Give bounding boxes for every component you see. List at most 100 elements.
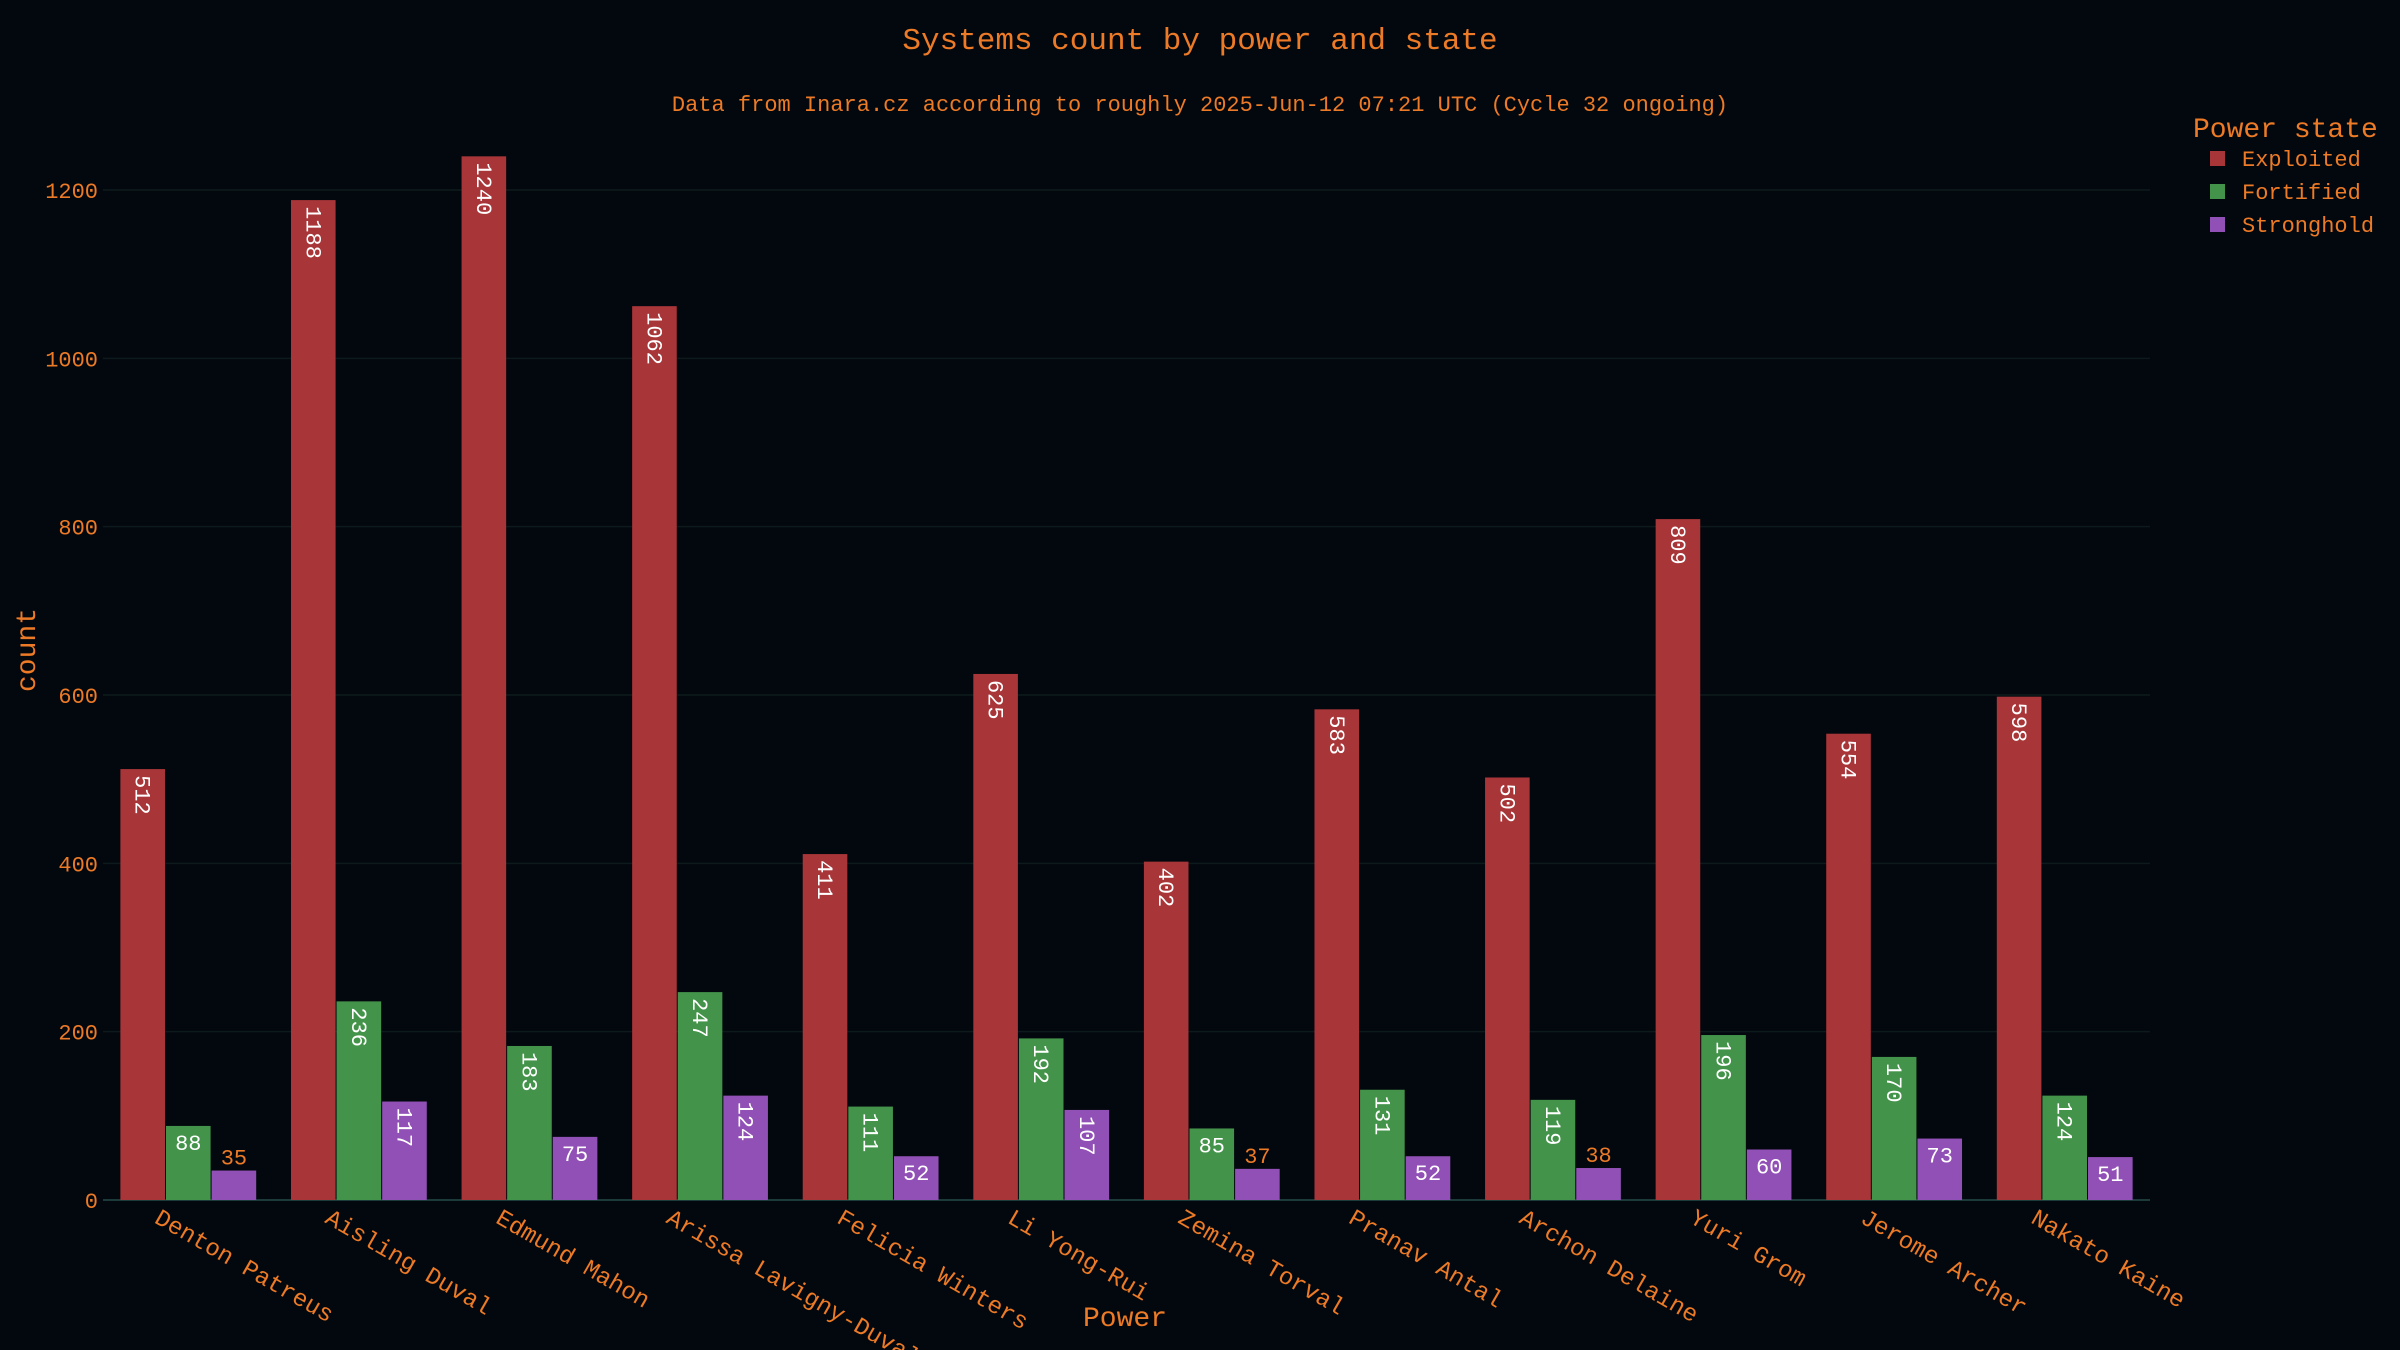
bar-labels: 512 88 35 1188 236 117 1240 183 75 1062 247 124 411 1… bbox=[129, 162, 2124, 1188]
bar-value-label: 1240 bbox=[470, 162, 495, 215]
bar-stronghold[interactable] bbox=[1064, 1109, 1110, 1200]
bar-exploited[interactable] bbox=[632, 306, 677, 1200]
bar-fortified[interactable] bbox=[2042, 1095, 2088, 1200]
bar-value-label: 60 bbox=[1756, 1156, 1782, 1181]
bar-exploited[interactable] bbox=[120, 769, 165, 1200]
y-tick-label: 800 bbox=[58, 517, 98, 542]
bar-stronghold[interactable] bbox=[1235, 1168, 1280, 1200]
bar-fortified[interactable] bbox=[1701, 1035, 1746, 1200]
bar-stronghold[interactable] bbox=[1746, 1149, 1792, 1201]
bar-value-label: 196 bbox=[1710, 1041, 1735, 1081]
bar-fortified[interactable] bbox=[336, 1001, 382, 1200]
bar-value-label: 809 bbox=[1664, 525, 1689, 565]
bar-fortified[interactable] bbox=[1360, 1089, 1405, 1200]
bar-value-label: 75 bbox=[562, 1143, 588, 1168]
bar-value-label: 38 bbox=[1585, 1144, 1611, 1169]
bar-value-label: 183 bbox=[515, 1052, 540, 1092]
x-tick-label: Nakato Kaine bbox=[2026, 1206, 2189, 1316]
bar-stronghold[interactable] bbox=[723, 1095, 768, 1200]
bar-stronghold[interactable] bbox=[211, 1170, 257, 1200]
bar-value-label: 1062 bbox=[640, 312, 665, 365]
x-tick-label: Yuri Grom bbox=[1685, 1206, 1811, 1294]
bar-value-label: 117 bbox=[390, 1108, 415, 1148]
bar-value-label: 111 bbox=[857, 1113, 882, 1153]
bar-stronghold[interactable] bbox=[382, 1101, 427, 1200]
legend-item-exploited[interactable]: Exploited bbox=[2242, 148, 2361, 173]
bar-exploited[interactable] bbox=[802, 854, 848, 1200]
legend-swatch-exploited bbox=[2210, 151, 2225, 166]
legend-swatch-fortified bbox=[2210, 184, 2225, 199]
bar-exploited[interactable] bbox=[1314, 709, 1360, 1200]
bar-fortified[interactable] bbox=[848, 1106, 893, 1200]
x-tick-label: Aisling Duval bbox=[320, 1206, 496, 1323]
bar-stronghold[interactable] bbox=[552, 1136, 598, 1200]
bar-value-label: 85 bbox=[1199, 1134, 1225, 1159]
x-tick-label: Jerome Archer bbox=[1855, 1206, 2031, 1323]
bar-fortified[interactable] bbox=[1871, 1056, 1917, 1200]
bar-value-label: 52 bbox=[1415, 1162, 1441, 1187]
bar-value-label: 1188 bbox=[299, 206, 324, 259]
bar-value-label: 502 bbox=[1493, 783, 1518, 823]
bar-value-label: 170 bbox=[1880, 1063, 1905, 1103]
bar-value-label: 52 bbox=[903, 1162, 929, 1187]
bars bbox=[120, 156, 2133, 1201]
bar-value-label: 512 bbox=[129, 775, 154, 815]
bar-stronghold[interactable] bbox=[893, 1156, 939, 1200]
bar-exploited[interactable] bbox=[1996, 696, 2042, 1200]
x-tick-label: Li Yong-Rui bbox=[1002, 1206, 1153, 1309]
y-tick-label: 1000 bbox=[45, 348, 98, 373]
bar-value-label: 131 bbox=[1368, 1096, 1393, 1136]
bar-value-label: 236 bbox=[345, 1007, 370, 1047]
bar-fortified[interactable] bbox=[677, 992, 723, 1200]
bar-value-label: 119 bbox=[1539, 1106, 1564, 1146]
bar-exploited[interactable] bbox=[290, 200, 336, 1201]
bar-exploited[interactable] bbox=[461, 156, 507, 1200]
x-tick-label: Denton Patreus bbox=[149, 1206, 337, 1330]
bar-value-label: 124 bbox=[2051, 1102, 2076, 1142]
bar-value-label: 37 bbox=[1244, 1145, 1270, 1170]
legend-title: Power state bbox=[2193, 115, 2378, 146]
bar-stronghold[interactable] bbox=[1917, 1138, 1963, 1200]
gridlines bbox=[103, 189, 2150, 1201]
bar-value-label: 247 bbox=[686, 998, 711, 1038]
bar-fortified[interactable] bbox=[165, 1125, 211, 1200]
bar-value-label: 73 bbox=[1927, 1145, 1953, 1170]
y-tick-label: 200 bbox=[58, 1022, 98, 1047]
x-axis-title: Power bbox=[1083, 1304, 1167, 1335]
bar-exploited[interactable] bbox=[973, 673, 1018, 1200]
bar-value-label: 88 bbox=[175, 1132, 201, 1157]
bar-stronghold[interactable] bbox=[1405, 1156, 1451, 1200]
bar-value-label: 598 bbox=[2005, 703, 2030, 743]
bar-fortified[interactable] bbox=[507, 1045, 552, 1200]
x-tick-label: Edmund Mahon bbox=[490, 1206, 653, 1316]
legend-item-stronghold[interactable]: Stronghold bbox=[2242, 214, 2374, 239]
bar-fortified[interactable] bbox=[1530, 1099, 1576, 1200]
legend-item-fortified[interactable]: Fortified bbox=[2242, 181, 2361, 206]
bar-value-label: 51 bbox=[2097, 1163, 2123, 1188]
bar-exploited[interactable] bbox=[1655, 519, 1701, 1200]
legend[interactable]: Power state Exploited Fortified Stronghold bbox=[2193, 115, 2378, 239]
x-tick-label: Pranav Antal bbox=[1343, 1206, 1506, 1316]
bar-exploited[interactable] bbox=[1485, 777, 1530, 1200]
x-tick-label: Archon Delaine bbox=[1514, 1206, 1702, 1330]
bar-fortified[interactable] bbox=[1018, 1038, 1064, 1200]
bar-stronghold[interactable] bbox=[2088, 1157, 2133, 1200]
bar-value-label: 411 bbox=[811, 860, 836, 900]
y-tick-label: 0 bbox=[85, 1190, 98, 1215]
chart-subtitle: Data from Inara.cz according to roughly … bbox=[672, 93, 1728, 118]
y-tick-label: 600 bbox=[58, 685, 98, 710]
bar-exploited[interactable] bbox=[1143, 861, 1189, 1200]
bar-value-label: 583 bbox=[1323, 715, 1348, 755]
bar-value-label: 402 bbox=[1152, 868, 1177, 908]
bar-exploited[interactable] bbox=[1826, 733, 1871, 1200]
bar-value-label: 124 bbox=[732, 1102, 757, 1142]
bar-value-label: 35 bbox=[221, 1147, 247, 1172]
y-tick-label: 1200 bbox=[45, 180, 98, 205]
bar-fortified[interactable] bbox=[1189, 1128, 1235, 1200]
bar-stronghold[interactable] bbox=[1576, 1168, 1621, 1200]
y-axis: 0 200 400 600 800 1000 1200 bbox=[45, 180, 98, 1215]
bar-value-label: 625 bbox=[982, 680, 1007, 720]
chart-title: Systems count by power and state bbox=[902, 24, 1497, 59]
legend-swatch-stronghold bbox=[2210, 217, 2225, 232]
